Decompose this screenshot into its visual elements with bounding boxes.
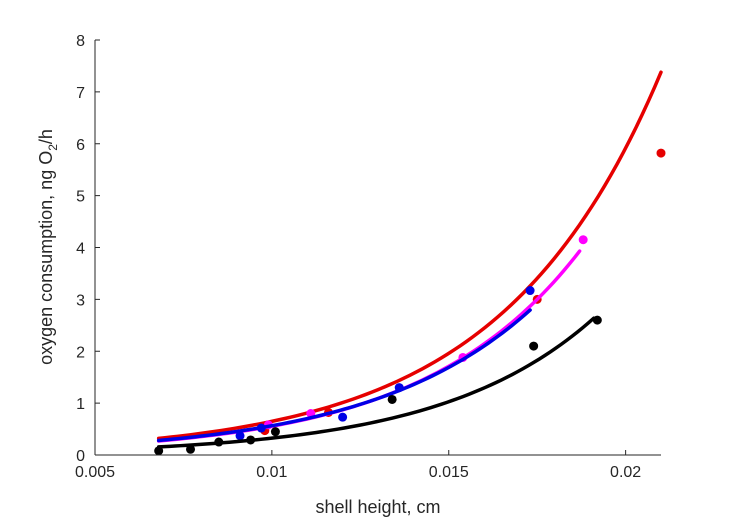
plot-area [154,70,666,456]
data-point [256,423,266,433]
y-tick-label: 5 [76,189,85,206]
data-point [154,446,164,456]
y-axis-label: oxygen consumption, ng O2/h [36,129,60,365]
data-point [235,431,245,441]
series-1 [156,235,588,443]
data-point [592,315,602,325]
axes [94,40,661,456]
data-point [338,412,348,422]
data-point [246,435,256,445]
x-tick-label: 0.02 [610,464,641,481]
fit-curve [156,70,663,441]
data-point [656,148,666,158]
x-tick-label: 0.015 [429,464,469,481]
data-point [529,341,539,351]
y-tick-label: 7 [76,85,85,102]
fit-curve [156,316,596,449]
data-point [387,394,397,404]
x-axis-label: shell height, cm [315,497,440,517]
y-axis-label-main: oxygen consumption, ng O [36,151,56,365]
y-tick-label: 6 [76,137,85,154]
y-tick-label: 4 [76,241,85,258]
data-point [214,437,224,447]
x-tick-label: 0.005 [75,464,115,481]
y-ticks: 0 1 2 3 4 5 6 7 8 [76,33,100,465]
fit-curve [156,308,532,443]
y-tick-label: 0 [76,448,85,465]
y-tick-label: 3 [76,292,85,309]
y-tick-label: 1 [76,396,85,413]
series-2 [156,286,535,443]
y-tick-label: 8 [76,33,85,50]
data-point [525,286,535,296]
data-point [270,427,280,437]
x-tick-label: 0.01 [256,464,287,481]
data-point [186,444,196,454]
y-axis-label-subscript: 2 [46,144,60,151]
x-ticks: 0.005 0.01 0.015 0.02 [75,450,641,481]
series-3 [154,315,602,456]
data-point [394,383,404,393]
y-axis-label-tail: /h [36,129,56,144]
data-point [578,235,588,245]
fit-curve [156,249,582,443]
y-tick-label: 2 [76,344,85,361]
